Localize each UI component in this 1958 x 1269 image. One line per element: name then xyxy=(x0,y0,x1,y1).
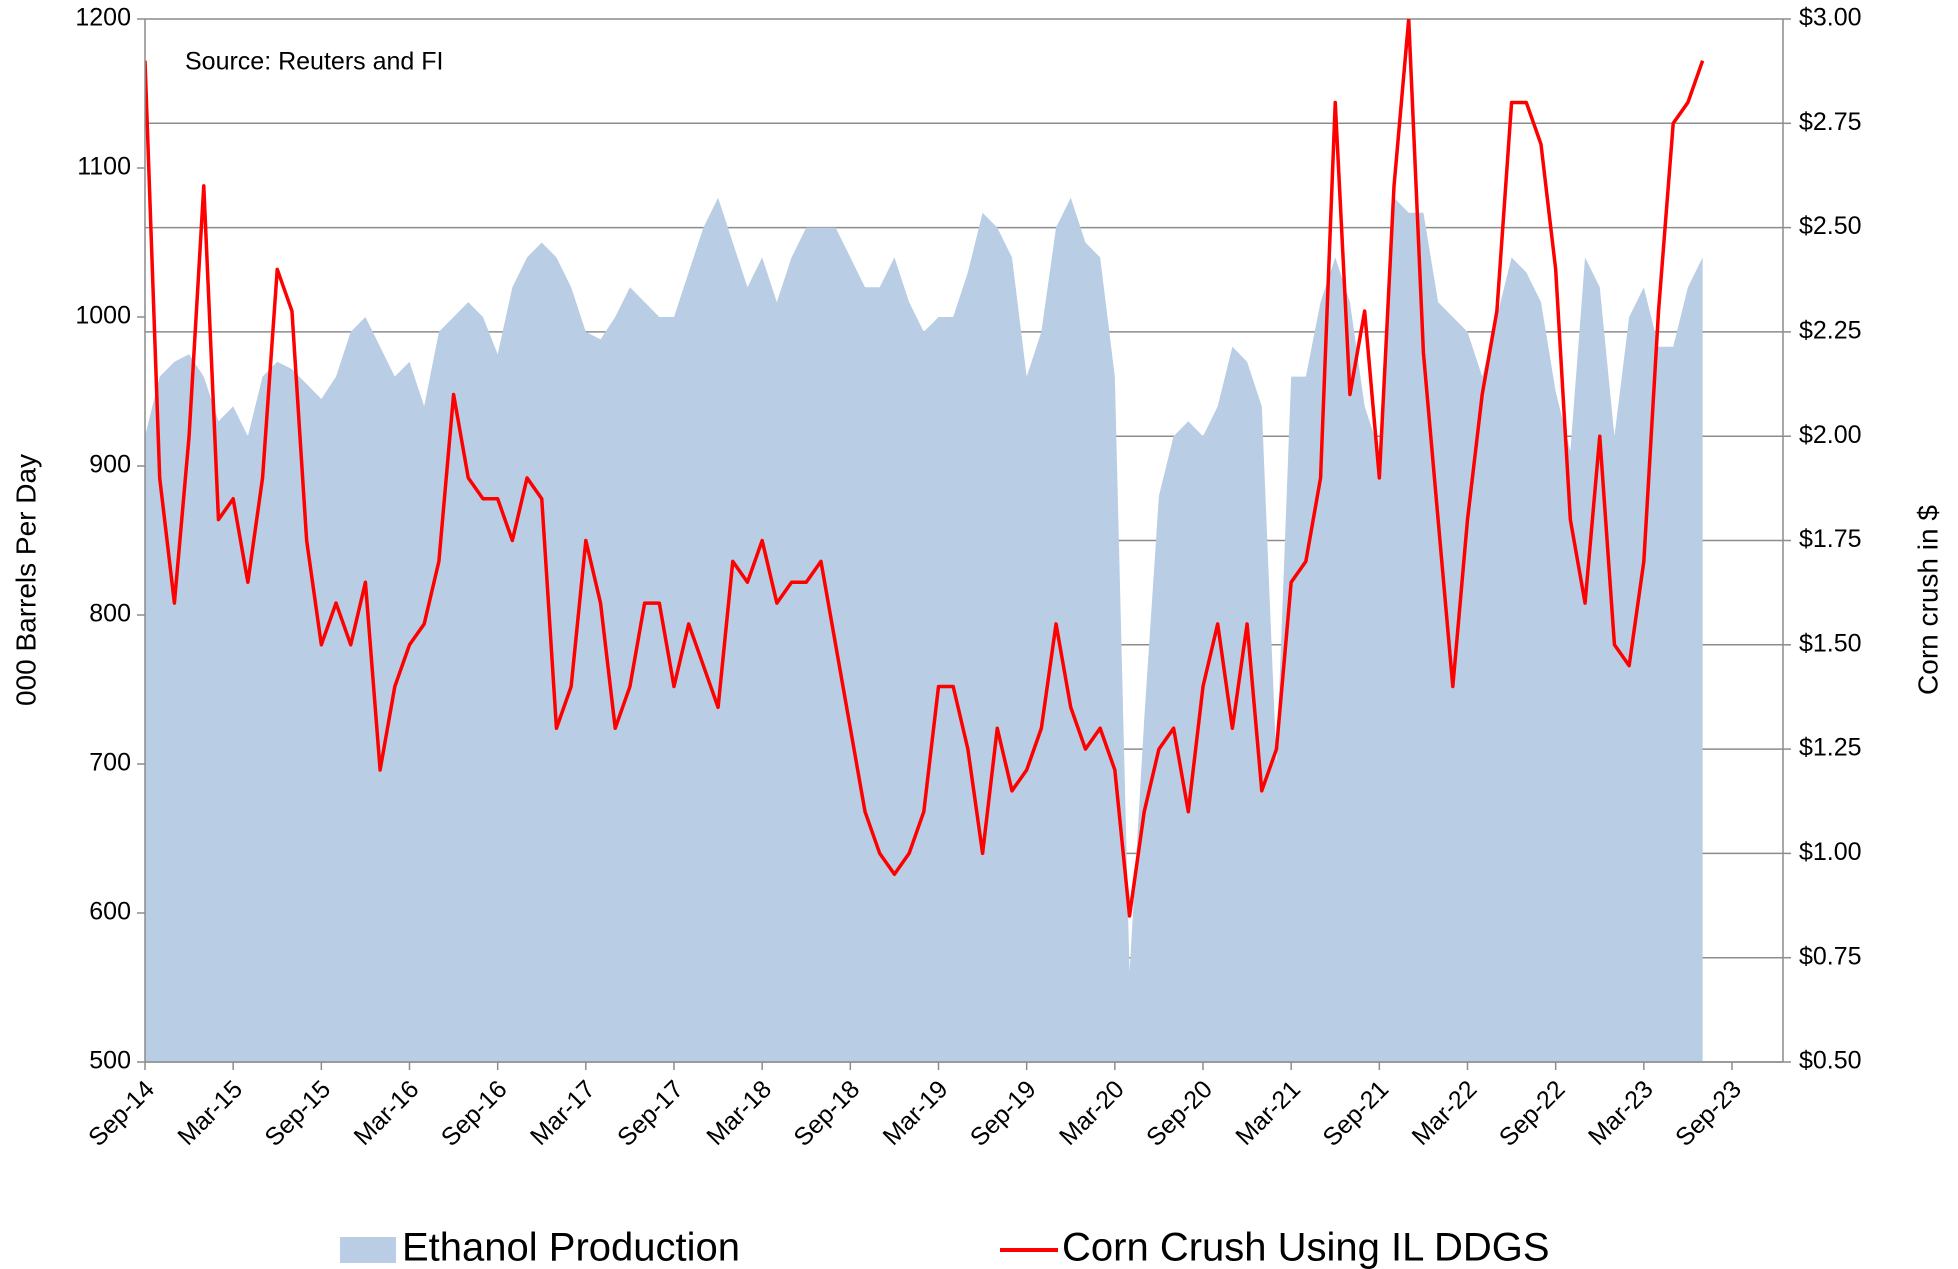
legend-label: Corn Crush Using IL DDGS xyxy=(1062,1226,1550,1269)
y2-tick-label: $3.00 xyxy=(1799,4,1862,32)
x-tick-label: Sep-21 xyxy=(1317,1075,1394,1152)
x-tick-label: Sep-18 xyxy=(788,1075,865,1152)
area xyxy=(145,197,1703,1062)
annotation: Source: Reuters and FI xyxy=(185,48,443,76)
x-tick-label: Sep-23 xyxy=(1670,1075,1747,1152)
y2-tick-label: $1.00 xyxy=(1799,838,1862,866)
y-tick-label: 500 xyxy=(89,1047,131,1075)
y-tick-label: 800 xyxy=(89,600,131,628)
y2-tick-label: $1.50 xyxy=(1799,629,1862,657)
y2-tick-label: $2.50 xyxy=(1799,212,1862,240)
y2-tick-label: $1.25 xyxy=(1799,734,1862,762)
x-tick-label: Mar-16 xyxy=(349,1075,425,1151)
x-tick-label: Sep-15 xyxy=(259,1075,336,1152)
y2-tick-label: $1.75 xyxy=(1799,525,1862,553)
x-tick-label: Sep-22 xyxy=(1494,1075,1571,1152)
y2-axis-label: Corn crush in $ xyxy=(1912,505,1943,695)
x-tick-label: Mar-20 xyxy=(1054,1075,1130,1151)
y-tick-label: 1000 xyxy=(75,302,131,330)
x-tick-label: Mar-17 xyxy=(525,1075,601,1151)
y2-tick-label: $2.75 xyxy=(1799,108,1862,136)
legend-label: Ethanol Production xyxy=(402,1226,740,1269)
y2-tick-label: $0.50 xyxy=(1799,1047,1862,1075)
x-tick-label: Mar-15 xyxy=(172,1075,248,1151)
line xyxy=(145,19,1705,918)
x-tick-label: Sep-17 xyxy=(612,1075,689,1152)
x-tick-label: Sep-16 xyxy=(436,1075,513,1152)
x-tick-label: Sep-20 xyxy=(1141,1075,1218,1152)
x-tick-label: Mar-23 xyxy=(1583,1075,1659,1151)
x-tick-label: Mar-22 xyxy=(1407,1075,1483,1151)
y-tick-label: 1100 xyxy=(77,153,131,181)
y2-tick-label: $0.75 xyxy=(1799,942,1862,970)
x-tick-label: Sep-19 xyxy=(965,1075,1042,1152)
x-tick-label: Mar-19 xyxy=(878,1075,954,1151)
y-tick-label: 700 xyxy=(89,749,131,777)
y-tick-label: 900 xyxy=(89,451,131,479)
x-tick-label: Mar-21 xyxy=(1230,1075,1306,1151)
y-axis-label: 000 Barrels Per Day xyxy=(10,454,41,706)
x-tick-label: Mar-18 xyxy=(701,1075,777,1151)
y2-tick-label: $2.00 xyxy=(1799,421,1862,449)
y-tick-label: 1200 xyxy=(75,4,131,32)
y-tick-label: 600 xyxy=(89,898,131,926)
y2-tick-label: $2.25 xyxy=(1799,317,1862,345)
x-tick-label: Sep-14 xyxy=(83,1075,160,1152)
legend-swatch xyxy=(340,1237,396,1263)
